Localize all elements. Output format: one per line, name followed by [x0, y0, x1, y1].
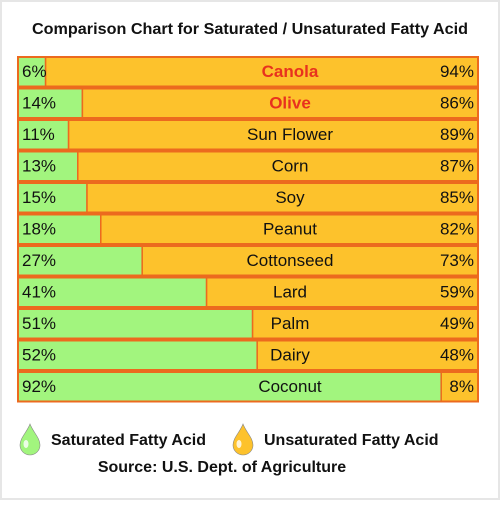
- category-label: Soy: [275, 188, 305, 207]
- bar-segment: [100, 213, 479, 245]
- category-label: Corn: [272, 157, 309, 176]
- value-label: 73%: [440, 251, 474, 270]
- category-label: Cottonseed: [247, 251, 334, 270]
- bar-segment: [67, 119, 479, 151]
- value-label: 89%: [440, 125, 474, 144]
- bar-segment: [251, 308, 479, 340]
- category-label: Palm: [271, 314, 310, 333]
- legend-icon-shine: [23, 440, 29, 448]
- value-label: 13%: [22, 157, 56, 176]
- value-label: 18%: [22, 220, 56, 239]
- value-label: 15%: [22, 188, 56, 207]
- bar-segment: [205, 276, 479, 308]
- value-label: 94%: [440, 62, 474, 81]
- value-label: 52%: [22, 346, 56, 365]
- value-label: 92%: [22, 377, 56, 396]
- legend-label: Saturated Fatty Acid: [51, 432, 206, 449]
- row-border: [17, 56, 479, 88]
- row-border: [17, 339, 479, 371]
- row-border: [17, 182, 479, 214]
- category-label: Olive: [269, 94, 311, 113]
- value-label: 59%: [440, 283, 474, 302]
- value-label: 41%: [22, 283, 56, 302]
- legend-label: Unsaturated Fatty Acid: [264, 432, 439, 449]
- row-border: [17, 308, 479, 340]
- value-label: 6%: [22, 62, 47, 81]
- row-border: [17, 119, 479, 151]
- value-label: 27%: [22, 251, 56, 270]
- bar-segment: [77, 150, 479, 182]
- source-note: Source: U.S. Dept. of Agriculture: [98, 459, 346, 476]
- row-border: [17, 150, 479, 182]
- value-label: 49%: [440, 314, 474, 333]
- row-border: [17, 371, 479, 403]
- value-label: 51%: [22, 314, 56, 333]
- value-label: 8%: [449, 377, 474, 396]
- row-border: [17, 213, 479, 245]
- value-label: 85%: [440, 188, 474, 207]
- bar-segment: [17, 371, 442, 403]
- legend-icon-shine: [236, 440, 242, 448]
- category-label: Peanut: [263, 220, 317, 239]
- bar-segment: [17, 119, 70, 151]
- value-label: 87%: [440, 157, 474, 176]
- category-label: Coconut: [258, 377, 322, 396]
- value-label: 14%: [22, 94, 56, 113]
- chart-title: Comparison Chart for Saturated / Unsatur…: [32, 21, 468, 38]
- value-label: 86%: [440, 94, 474, 113]
- value-label: 11%: [22, 125, 55, 144]
- bar-segment: [17, 182, 88, 214]
- category-label: Lard: [273, 283, 307, 302]
- row-border: [17, 87, 479, 119]
- row-border: [17, 245, 479, 277]
- category-label: Canola: [262, 62, 319, 81]
- category-label: Sun Flower: [247, 125, 333, 144]
- value-label: 48%: [440, 346, 474, 365]
- row-border: [17, 276, 479, 308]
- value-label: 82%: [440, 220, 474, 239]
- category-label: Dairy: [270, 346, 310, 365]
